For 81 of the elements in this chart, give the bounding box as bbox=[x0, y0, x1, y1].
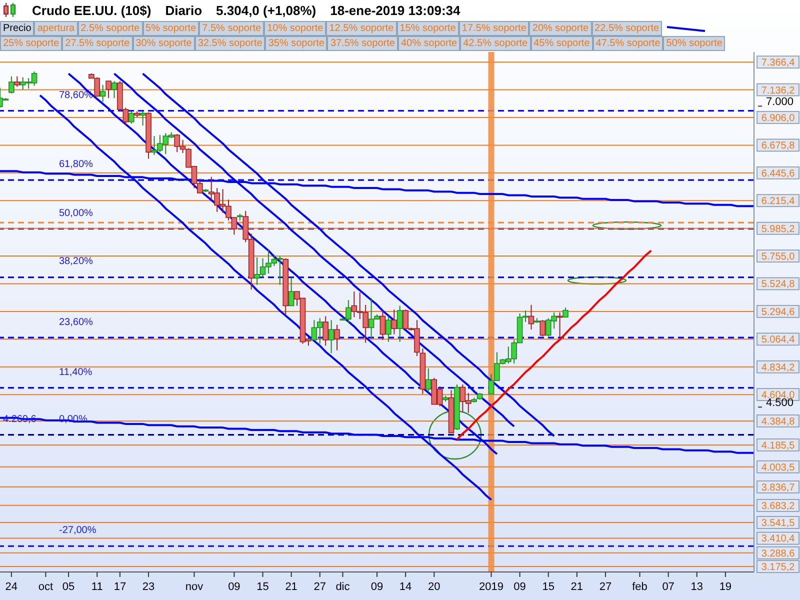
x-tick-label: 27 bbox=[599, 581, 612, 593]
ref-line-label: 5.064,4 bbox=[761, 334, 796, 346]
x-tick-label: nov bbox=[185, 581, 204, 593]
text: 42.5% soporte bbox=[460, 36, 531, 51]
ref-line-label: 6.675,8 bbox=[761, 140, 796, 152]
annotation: 11,40% bbox=[58, 366, 94, 379]
x-tick-label: feb bbox=[632, 581, 648, 593]
x-tick-label: 21 bbox=[285, 581, 298, 593]
x-tick-label: dic bbox=[336, 581, 350, 593]
text: 7.5% soporte bbox=[199, 21, 264, 36]
x-tick-label: 15 bbox=[256, 581, 269, 593]
ref-line-label: 4.834,2 bbox=[761, 362, 796, 374]
annotation: 23,60% bbox=[58, 316, 94, 329]
x-tick-label: 09 bbox=[228, 581, 240, 593]
text: 45% soporte bbox=[530, 36, 593, 51]
ref-line-label: 6.445,6 bbox=[761, 168, 796, 180]
x-tick-label: 14 bbox=[399, 581, 412, 593]
ref-line-label: 5.524,8 bbox=[761, 279, 796, 290]
annotation: 38,20% bbox=[58, 256, 94, 268]
text: 32.5% soporte bbox=[194, 36, 266, 51]
text: 10% soporte bbox=[264, 21, 326, 36]
x-tick-label: 20 bbox=[428, 581, 440, 593]
text: 17.5% soporte bbox=[458, 21, 530, 36]
text: 5% soporte bbox=[142, 21, 200, 36]
text: 30% soporte bbox=[132, 36, 195, 51]
x-tick-label: 05 bbox=[62, 581, 75, 593]
text: 5.304,0 (+1,08%) bbox=[216, 2, 316, 18]
x-tick-label: 27 bbox=[314, 581, 326, 593]
ref-line-label: 3.541,5 bbox=[761, 518, 796, 529]
ref-line-label: 6.906,0 bbox=[761, 112, 796, 124]
ref-line-label: 4.185,5 bbox=[761, 440, 796, 452]
text: 37.5% soporte bbox=[327, 36, 398, 51]
chart-title: Crudo EE.UU. (10$) bbox=[32, 2, 152, 18]
text: 2.5% soporte bbox=[78, 21, 143, 36]
ref-line-label: 3.836,7 bbox=[761, 482, 796, 494]
text: 27.5% soporte bbox=[62, 36, 133, 51]
ref-line-label: 4.003,5 bbox=[761, 462, 796, 474]
ref-line-label: 3.288,6 bbox=[761, 548, 796, 560]
text: 15% soporte bbox=[396, 21, 459, 36]
text: 40% soporte bbox=[398, 36, 460, 51]
x-tick-label: 11 bbox=[91, 581, 103, 593]
text: 12.5% soporte bbox=[326, 21, 397, 36]
ref-line-label: 4.384,8 bbox=[761, 416, 796, 428]
ref-line-label: 5.985,2 bbox=[761, 224, 796, 235]
text: 47.5% soporte bbox=[592, 36, 664, 51]
x-tick-label: 09 bbox=[370, 581, 384, 593]
text: 18-ene-2019 13:09:34 bbox=[330, 2, 460, 18]
ref-line-label: 5.755,0 bbox=[761, 252, 796, 263]
y-tick-label: 7.000 bbox=[766, 96, 794, 108]
x-tick-label: 2019 bbox=[479, 581, 504, 593]
text: 35% soporte bbox=[265, 36, 328, 51]
x-tick-label: 07 bbox=[662, 581, 674, 593]
text: 50% soporte bbox=[663, 36, 726, 51]
x-tick-label: 19 bbox=[719, 581, 732, 593]
text: 20% soporte bbox=[529, 21, 592, 36]
ref-line-label: 3.175,2 bbox=[761, 562, 796, 574]
y-tick-label: 4.500 bbox=[766, 397, 794, 410]
annotation: 4.269,6 bbox=[2, 414, 38, 426]
text: Diario bbox=[165, 2, 202, 18]
text: 25% soporte bbox=[0, 36, 62, 51]
text: Precio bbox=[0, 21, 34, 36]
annotation: 61,80% bbox=[58, 159, 94, 172]
ref-line-label: 7.136,2 bbox=[761, 85, 796, 96]
annotation: 50,00% bbox=[58, 208, 94, 220]
x-tick-label: 09 bbox=[514, 581, 526, 593]
annotation: -27,00% bbox=[58, 525, 98, 538]
ref-line-label: 3.410,4 bbox=[761, 534, 796, 545]
ref-line-label: 7.366,4 bbox=[761, 58, 796, 69]
x-tick-label: 13 bbox=[690, 581, 704, 593]
x-tick-label: 24 bbox=[5, 581, 18, 593]
ref-line-label: 5.294,6 bbox=[761, 306, 796, 318]
x-tick-label: 15 bbox=[542, 581, 554, 593]
x-tick-label: 23 bbox=[142, 581, 155, 593]
annotation: 78,60% bbox=[58, 90, 94, 102]
ref-line-label: 3.683,2 bbox=[761, 500, 796, 512]
ref-line-label: 6.215,4 bbox=[761, 196, 796, 208]
text: apertura bbox=[34, 21, 78, 36]
text: 22.5% soporte bbox=[592, 21, 662, 36]
x-tick-label: 21 bbox=[570, 581, 584, 593]
x-tick-label: 17 bbox=[114, 581, 126, 593]
x-tick-label: oct bbox=[38, 581, 54, 593]
